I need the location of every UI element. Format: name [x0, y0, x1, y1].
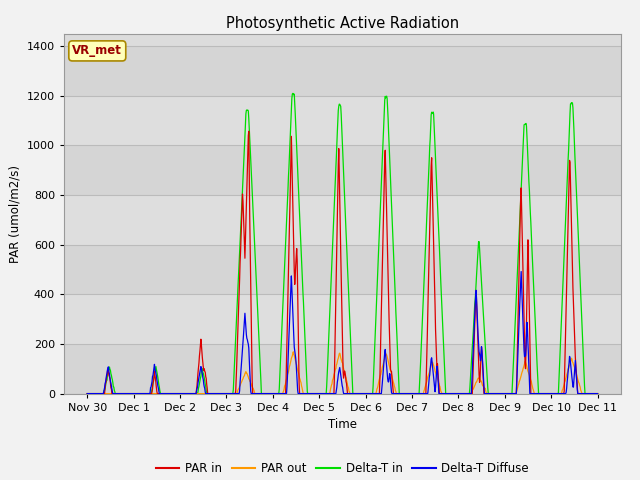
- Legend: PAR in, PAR out, Delta-T in, Delta-T Diffuse: PAR in, PAR out, Delta-T in, Delta-T Dif…: [151, 457, 534, 480]
- Bar: [64, 294, 621, 344]
- Bar: [64, 195, 621, 245]
- Bar: [64, 245, 621, 294]
- Bar: [64, 96, 621, 145]
- X-axis label: Time: Time: [328, 418, 357, 431]
- Text: VR_met: VR_met: [72, 44, 122, 58]
- Bar: [64, 46, 621, 96]
- Bar: [64, 344, 621, 394]
- Title: Photosynthetic Active Radiation: Photosynthetic Active Radiation: [226, 16, 459, 31]
- Y-axis label: PAR (umol/m2/s): PAR (umol/m2/s): [8, 165, 21, 263]
- Bar: [64, 145, 621, 195]
